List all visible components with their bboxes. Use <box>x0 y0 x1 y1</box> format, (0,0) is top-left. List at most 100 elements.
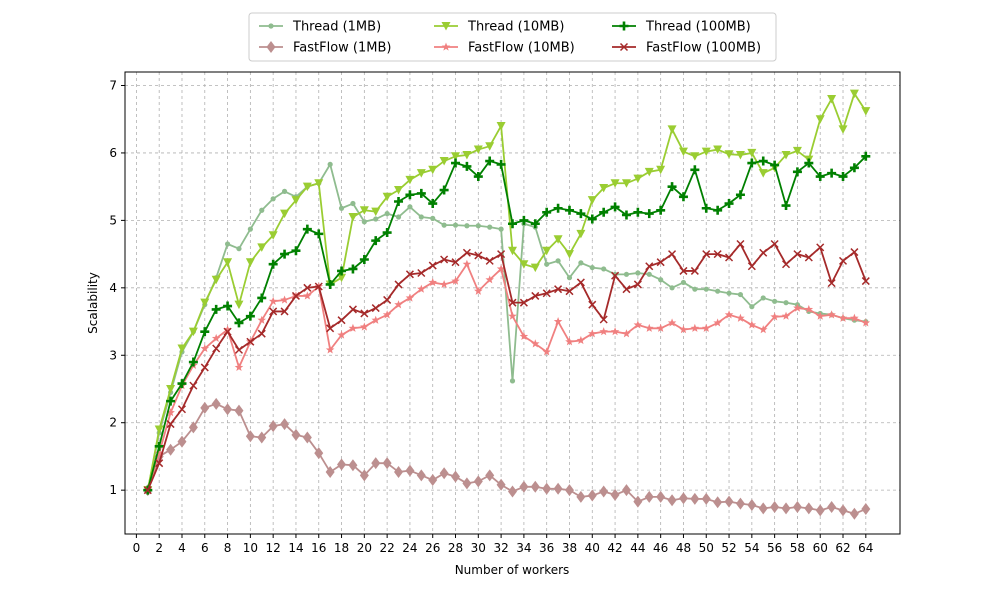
data-point <box>861 503 871 516</box>
data-point <box>395 214 402 220</box>
data-point <box>861 151 871 161</box>
data-point <box>200 327 210 337</box>
data-point <box>793 250 802 259</box>
y-tick-label: 4 <box>109 281 117 295</box>
data-point <box>667 125 677 134</box>
data-point <box>770 312 779 321</box>
data-point <box>633 280 642 289</box>
data-point <box>564 250 574 259</box>
data-point <box>827 501 837 514</box>
data-point <box>542 207 552 217</box>
legend-label: Thread (10MB) <box>467 20 564 35</box>
data-point <box>498 226 504 232</box>
data-point <box>827 310 836 319</box>
data-point <box>554 285 563 294</box>
data-point <box>430 215 436 221</box>
data-point <box>223 301 233 311</box>
data-point <box>850 248 859 257</box>
data-point <box>656 258 665 267</box>
data-point <box>416 188 426 198</box>
data-point <box>338 205 345 211</box>
legend-label: Thread (1MB) <box>292 20 381 35</box>
data-point <box>440 255 449 264</box>
data-point <box>416 469 426 482</box>
data-point <box>587 214 597 224</box>
data-point <box>485 469 495 482</box>
data-point <box>667 318 677 327</box>
data-point <box>621 210 631 220</box>
y-tick-label: 1 <box>109 483 117 497</box>
data-point <box>245 258 255 267</box>
data-point <box>781 150 791 160</box>
data-point <box>325 465 335 478</box>
data-point <box>519 260 529 269</box>
data-point <box>576 278 585 287</box>
series-5 <box>143 239 870 495</box>
data-point <box>259 207 265 213</box>
data-point <box>588 329 597 338</box>
data-point <box>189 381 198 390</box>
data-point <box>589 264 595 271</box>
series-line <box>146 263 867 491</box>
series-3 <box>143 259 871 494</box>
y-tick-label: 7 <box>109 78 117 92</box>
legend-item: Thread (100MB) <box>612 20 751 35</box>
data-point <box>760 295 766 301</box>
data-point <box>703 286 709 292</box>
legend-marker <box>268 23 274 29</box>
data-point <box>166 384 176 394</box>
data-point <box>815 504 825 517</box>
data-point <box>462 150 472 160</box>
data-point <box>509 378 516 384</box>
y-tick-label: 5 <box>109 213 117 227</box>
data-point <box>382 457 392 470</box>
data-point <box>713 250 722 259</box>
data-point <box>428 199 438 209</box>
x-tick-label: 64 <box>858 541 873 555</box>
data-point <box>542 289 551 298</box>
data-point <box>325 279 335 289</box>
data-point <box>713 145 723 155</box>
data-point <box>314 179 324 188</box>
data-point <box>508 311 517 320</box>
data-point <box>599 184 609 193</box>
data-point <box>553 203 563 213</box>
x-tick-label: 60 <box>813 541 828 555</box>
data-point <box>384 211 390 217</box>
data-point <box>736 313 745 322</box>
data-point <box>701 323 711 332</box>
data-point <box>416 169 426 178</box>
data-point <box>441 222 447 228</box>
data-point <box>371 236 381 246</box>
data-point <box>519 215 529 225</box>
data-point <box>462 477 472 490</box>
x-tick-label: 54 <box>744 541 759 555</box>
data-point <box>211 397 221 410</box>
data-point <box>303 283 312 292</box>
data-point <box>439 467 449 480</box>
x-tick-label: 40 <box>585 541 600 555</box>
data-point <box>177 344 187 354</box>
x-tick-label: 62 <box>835 541 850 555</box>
data-point <box>337 458 347 471</box>
data-point <box>281 188 288 194</box>
data-point <box>578 260 584 266</box>
legend-label: FastFlow (10MB) <box>468 41 575 56</box>
data-point <box>473 475 483 488</box>
data-point <box>211 333 221 343</box>
data-point <box>291 246 301 256</box>
data-point <box>188 357 198 367</box>
data-point <box>735 497 745 510</box>
data-point <box>177 379 187 389</box>
data-point <box>280 295 289 304</box>
data-point <box>428 165 438 175</box>
data-point <box>474 251 483 260</box>
data-point <box>587 196 597 205</box>
y-axis-label: Scalability <box>86 272 100 334</box>
data-point <box>348 213 358 222</box>
data-point <box>464 223 470 229</box>
data-point <box>177 435 187 448</box>
data-point <box>485 256 494 265</box>
data-point <box>394 186 404 195</box>
